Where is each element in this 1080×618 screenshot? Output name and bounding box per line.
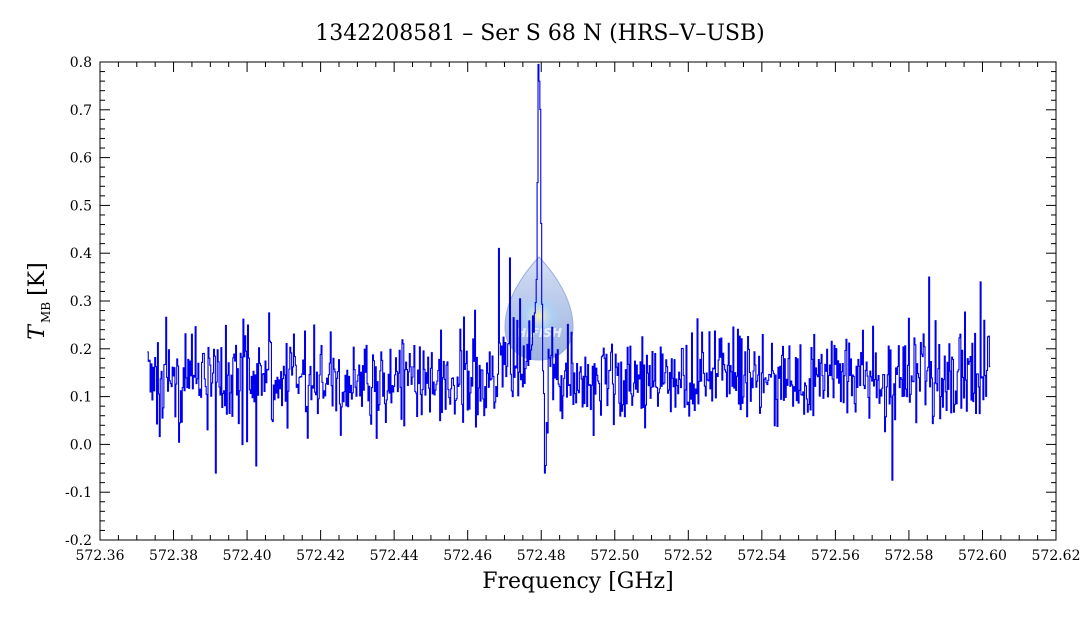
x-tick-label: 572.42	[296, 548, 345, 564]
svg-text:TMB[K]: TMB [K]	[25, 262, 53, 339]
watermark-text: HIFISH	[516, 326, 562, 340]
x-tick-label: 572.54	[737, 548, 786, 564]
y-axis-label: TMB [K]	[25, 262, 53, 339]
y-tick-label: 0.7	[70, 103, 92, 119]
y-axis-label-main: T	[25, 323, 50, 340]
y-tick-label: -0.2	[65, 533, 92, 549]
y-tick-label: 0.4	[70, 246, 92, 262]
chart-title: 1342208581 – Ser S 68 N (HRS–V–USB)	[315, 21, 765, 46]
hifi-logo-watermark: HIFISH	[504, 256, 574, 361]
x-tick-label: 572.60	[958, 548, 1007, 564]
x-tick-label: 572.36	[76, 548, 125, 564]
x-tick-label: 572.50	[590, 548, 639, 564]
axis-ticks	[99, 61, 1057, 541]
y-tick-label: 0.0	[70, 437, 92, 453]
x-tick-label: 572.48	[517, 548, 566, 564]
plot-frame	[99, 61, 1057, 541]
x-tick-label: 572.56	[811, 548, 860, 564]
y-tick-label: 0.2	[70, 342, 92, 358]
y-tick-label: 0.8	[70, 55, 92, 71]
x-tick-label: 572.38	[149, 548, 198, 564]
x-axis-label: Frequency [GHz]	[482, 569, 674, 594]
y-tick-label: -0.1	[65, 485, 92, 501]
y-tick-labels: -0.2 -0.1 0.0 0.1 0.2 0.3 0.4 0.5 0.6 0.7 0.8	[65, 55, 92, 549]
y-tick-label: 0.1	[70, 390, 92, 406]
y-axis-label-unit: [K]	[25, 262, 50, 296]
y-tick-label: 0.3	[70, 294, 92, 310]
x-tick-label: 572.46	[443, 548, 492, 564]
y-tick-label: 0.6	[70, 151, 92, 167]
y-tick-label: 0.5	[70, 198, 92, 214]
x-tick-label: 572.58	[884, 548, 933, 564]
x-tick-labels: 572.36 572.38 572.40 572.42 572.44 572.46 572.…	[76, 548, 1080, 564]
spectrum-line	[147, 63, 991, 481]
x-tick-label: 572.52	[664, 548, 713, 564]
spectrum-series	[147, 63, 991, 481]
x-tick-label: 572.44	[370, 548, 419, 564]
x-tick-label: 572.40	[223, 548, 272, 564]
y-axis-label-sub: MB	[39, 302, 53, 323]
x-tick-label: 572.62	[1032, 548, 1080, 564]
